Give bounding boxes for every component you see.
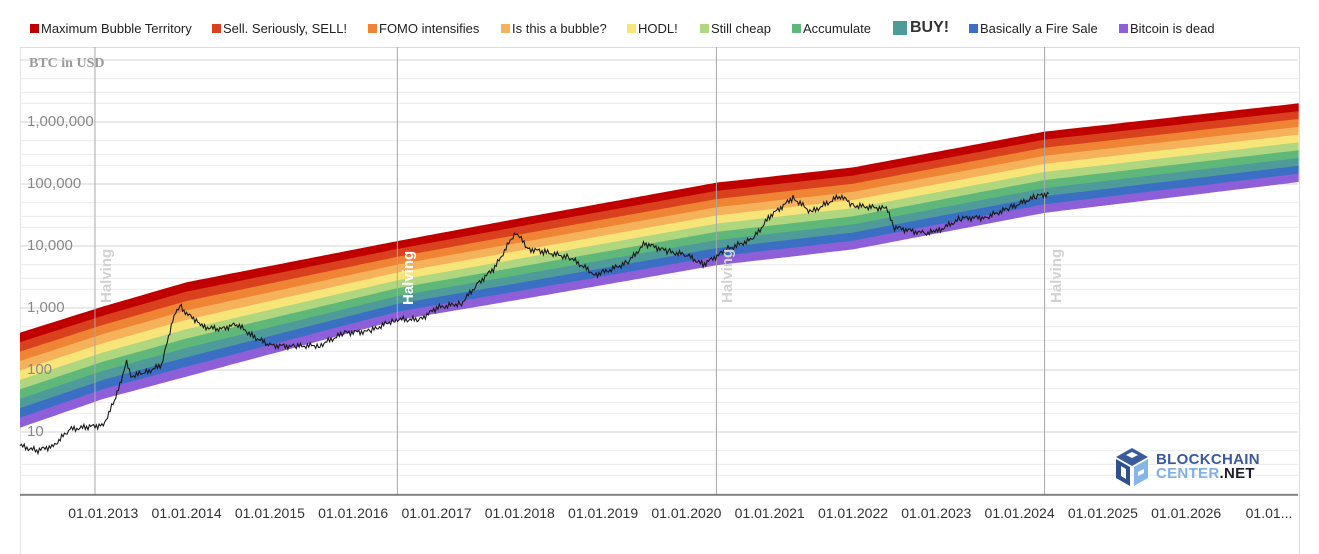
y-axis-title: BTC in USD: [29, 56, 105, 71]
legend-item[interactable]: Sell. Seriously, SELL!: [212, 16, 347, 40]
y-tick-label: 1,000: [27, 299, 65, 316]
logo-line1: BLOCKCHAIN: [1156, 451, 1260, 468]
legend-label: Is this a bubble?: [512, 20, 607, 36]
plot-frame: [20, 47, 1300, 554]
legend-item[interactable]: Still cheap: [700, 16, 771, 40]
legend-swatch-icon: [893, 21, 907, 35]
x-tick-label: 01.01.2013: [68, 505, 139, 521]
legend-item[interactable]: BUY!: [893, 16, 949, 40]
legend-swatch-icon: [368, 23, 377, 33]
legend-swatch-icon: [792, 23, 801, 33]
y-tick-label: 10: [27, 423, 44, 440]
legend-swatch-icon: [627, 23, 636, 33]
halving-label: Halving: [719, 248, 737, 303]
legend-label: HODL!: [638, 20, 678, 36]
x-tick-label: 01.01.2021: [734, 505, 805, 521]
legend-swatch-icon: [501, 23, 510, 33]
x-tick-label: 01.01.2016: [318, 505, 389, 521]
legend-swatch-icon: [30, 23, 39, 33]
halving-label: Halving: [1047, 248, 1065, 303]
x-tick-label: 01.01.2019: [568, 505, 639, 521]
legend-item[interactable]: Is this a bubble?: [501, 16, 607, 40]
legend-label: BUY!: [910, 19, 950, 36]
legend-label: Still cheap: [711, 20, 771, 36]
y-tick-label: 100,000: [27, 175, 82, 192]
legend-label: Sell. Seriously, SELL!: [223, 20, 348, 36]
x-tick-label: 01.01.2022: [817, 505, 889, 521]
x-tick-label: 01.01...: [1245, 505, 1293, 521]
cube-logo-icon: [1116, 448, 1148, 486]
x-tick-label: 01.01.2017: [401, 505, 472, 521]
x-tick-label: 01.01.2023: [901, 505, 972, 521]
legend-swatch-icon: [969, 23, 978, 33]
legend-swatch-icon: [1119, 23, 1128, 33]
x-tick-label: 01.01.2020: [651, 505, 722, 521]
btc-price-line: [19, 191, 1050, 456]
legend-item[interactable]: FOMO intensifies: [368, 16, 479, 40]
x-tick-label: 01.01.2024: [984, 505, 1055, 521]
legend-item[interactable]: Basically a Fire Sale: [969, 16, 1098, 40]
legend-item[interactable]: HODL!: [627, 16, 678, 40]
legend-swatch-icon: [700, 23, 709, 33]
x-tick-label: 01.01.2026: [1151, 505, 1222, 521]
blockchaincenter-logo: BLOCKCHAIN CENTER.NET: [1114, 445, 1274, 489]
legend-label: Bitcoin is dead: [1130, 20, 1215, 36]
halving-label: Halving: [400, 250, 418, 305]
x-tick-label: 01.01.2025: [1067, 505, 1138, 521]
x-tick-label: 01.01.2015: [234, 505, 305, 521]
y-tick-label: 1,000,000: [27, 113, 94, 130]
legend-label: Basically a Fire Sale: [980, 20, 1098, 36]
y-tick-label: 100: [27, 361, 53, 378]
legend-label: Accumulate: [803, 20, 871, 36]
legend-item[interactable]: Accumulate: [792, 16, 871, 40]
logo-line2-a: CENTER: [1156, 465, 1220, 482]
chart-legend: Maximum Bubble Territory Sell. Seriously,…: [0, 16, 1319, 42]
legend-swatch-icon: [212, 23, 221, 33]
halving-label: Halving: [97, 248, 115, 303]
logo-line2-b: .NET: [1219, 465, 1255, 482]
x-tick-label: 01.01.2018: [484, 505, 555, 521]
logo-line2: CENTER.NET: [1156, 465, 1260, 482]
legend-item[interactable]: Bitcoin is dead: [1119, 16, 1215, 40]
legend-label: FOMO intensifies: [379, 20, 480, 36]
x-tick-label: 01.01.2014: [151, 505, 222, 521]
legend-item[interactable]: Maximum Bubble Territory: [30, 16, 192, 40]
legend-label: Maximum Bubble Territory: [41, 20, 192, 36]
y-tick-label: 10,000: [27, 237, 73, 254]
